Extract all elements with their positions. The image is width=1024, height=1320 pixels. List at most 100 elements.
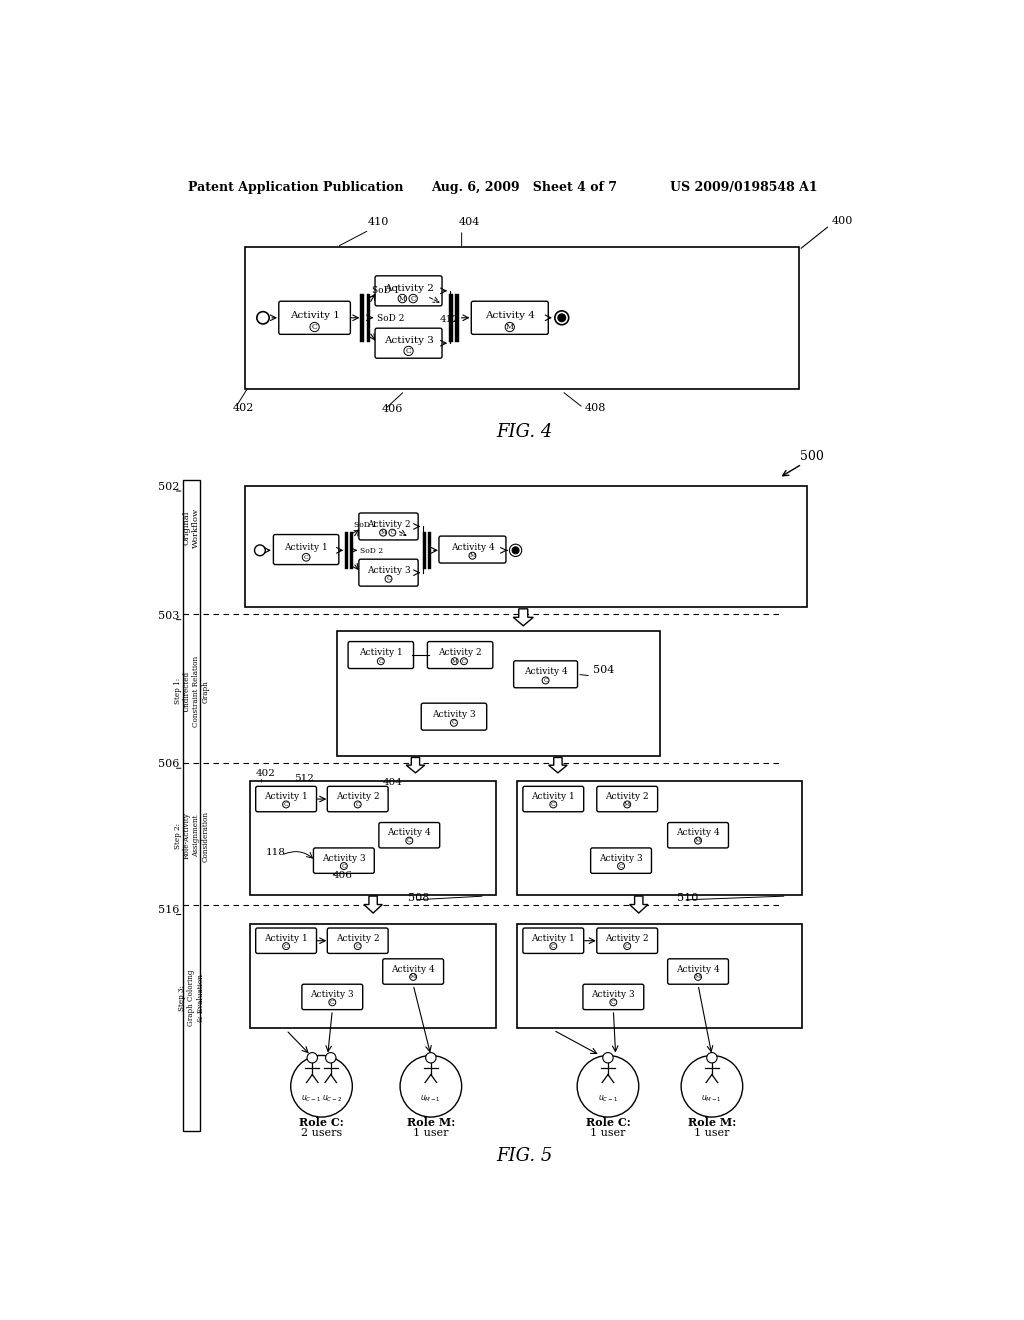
Text: C: C xyxy=(284,803,289,807)
Circle shape xyxy=(451,719,458,726)
FancyBboxPatch shape xyxy=(328,928,388,953)
Text: 406: 406 xyxy=(382,404,403,414)
Text: Activity 4: Activity 4 xyxy=(387,829,431,837)
Text: C: C xyxy=(304,554,308,560)
Circle shape xyxy=(509,544,521,557)
FancyBboxPatch shape xyxy=(375,276,442,306)
Text: Activity 4: Activity 4 xyxy=(676,965,720,974)
Bar xyxy=(449,294,453,342)
Circle shape xyxy=(302,553,310,561)
Text: C: C xyxy=(407,838,412,843)
Text: Activity 3: Activity 3 xyxy=(384,337,433,346)
Circle shape xyxy=(461,657,467,665)
Circle shape xyxy=(624,942,631,949)
Text: SoD 2: SoD 2 xyxy=(377,314,404,323)
Text: Activity 1: Activity 1 xyxy=(290,312,340,319)
Text: C: C xyxy=(462,659,466,664)
Bar xyxy=(345,532,348,569)
Bar xyxy=(367,294,371,342)
Text: Activity 2: Activity 2 xyxy=(336,935,380,942)
Polygon shape xyxy=(407,758,425,774)
Circle shape xyxy=(558,314,565,322)
Text: C: C xyxy=(411,294,416,302)
FancyBboxPatch shape xyxy=(427,642,493,668)
Text: M: M xyxy=(695,838,701,843)
Polygon shape xyxy=(364,896,382,913)
Text: $u_{C-1}$: $u_{C-1}$ xyxy=(598,1093,617,1104)
Bar xyxy=(360,294,365,342)
Text: Activity 2: Activity 2 xyxy=(384,284,433,293)
Circle shape xyxy=(694,837,701,843)
Text: Aug. 6, 2009   Sheet 4 of 7: Aug. 6, 2009 Sheet 4 of 7 xyxy=(431,181,616,194)
FancyBboxPatch shape xyxy=(383,958,443,985)
Circle shape xyxy=(400,1056,462,1117)
Text: C: C xyxy=(341,863,346,869)
Circle shape xyxy=(354,942,361,949)
FancyBboxPatch shape xyxy=(471,301,548,334)
Circle shape xyxy=(550,801,557,808)
Text: C: C xyxy=(551,803,556,807)
Polygon shape xyxy=(513,609,534,626)
Text: 2 users: 2 users xyxy=(301,1127,342,1138)
Text: Activity 3: Activity 3 xyxy=(322,854,366,863)
Text: 406: 406 xyxy=(333,871,352,879)
Text: 502: 502 xyxy=(158,482,179,491)
FancyBboxPatch shape xyxy=(302,985,362,1010)
Circle shape xyxy=(310,322,319,331)
Text: 1 user: 1 user xyxy=(590,1127,626,1138)
Text: Activity 2: Activity 2 xyxy=(605,935,649,942)
Text: 400: 400 xyxy=(833,216,853,226)
Circle shape xyxy=(707,1052,717,1063)
Circle shape xyxy=(409,294,418,302)
Text: Step 2:
Role-Activity
Assignment
Consideration: Step 2: Role-Activity Assignment Conside… xyxy=(174,810,209,862)
Bar xyxy=(245,247,799,389)
Circle shape xyxy=(380,529,387,536)
Text: SoD 1: SoD 1 xyxy=(354,521,377,529)
Text: C: C xyxy=(390,531,394,535)
Text: M: M xyxy=(695,974,701,979)
Bar xyxy=(517,924,802,1028)
Text: 508: 508 xyxy=(408,892,429,903)
Text: C: C xyxy=(452,721,457,725)
Text: 516: 516 xyxy=(158,906,179,915)
Text: Activity 1: Activity 1 xyxy=(264,935,308,942)
Circle shape xyxy=(603,1052,613,1063)
Circle shape xyxy=(255,545,265,556)
Circle shape xyxy=(681,1056,742,1117)
Text: Original
Workflow: Original Workflow xyxy=(183,508,200,548)
FancyBboxPatch shape xyxy=(358,513,418,540)
Bar xyxy=(455,294,459,342)
Text: $u_{C-2}$: $u_{C-2}$ xyxy=(323,1093,342,1104)
Circle shape xyxy=(378,657,384,665)
Text: C: C xyxy=(330,999,335,1005)
Text: C: C xyxy=(551,944,556,949)
Text: 504: 504 xyxy=(593,665,614,675)
FancyBboxPatch shape xyxy=(256,787,316,812)
FancyBboxPatch shape xyxy=(421,704,486,730)
FancyBboxPatch shape xyxy=(597,787,657,812)
Polygon shape xyxy=(549,758,567,774)
Circle shape xyxy=(354,801,361,808)
Circle shape xyxy=(389,529,396,536)
Text: 1 user: 1 user xyxy=(694,1127,730,1138)
FancyBboxPatch shape xyxy=(597,928,657,953)
Text: Role C:: Role C: xyxy=(586,1117,631,1129)
Text: Activity 2: Activity 2 xyxy=(336,792,380,801)
Text: C: C xyxy=(379,659,383,664)
FancyBboxPatch shape xyxy=(256,928,316,953)
Text: $u_{M-1}$: $u_{M-1}$ xyxy=(701,1093,722,1104)
Text: Activity 3: Activity 3 xyxy=(432,710,476,719)
FancyBboxPatch shape xyxy=(313,847,374,874)
Text: Step 1:
Undirected
Constraint Relation
Graph: Step 1: Undirected Constraint Relation G… xyxy=(174,656,209,727)
Text: Activity 4: Activity 4 xyxy=(391,965,435,974)
Circle shape xyxy=(512,546,519,554)
Text: Role M:: Role M: xyxy=(407,1117,455,1129)
Circle shape xyxy=(307,1052,317,1063)
Text: Activity 2: Activity 2 xyxy=(367,520,411,528)
FancyBboxPatch shape xyxy=(348,642,414,668)
Text: 503: 503 xyxy=(158,611,179,620)
Text: SoD 2: SoD 2 xyxy=(360,546,383,554)
Text: 506: 506 xyxy=(158,759,179,770)
FancyBboxPatch shape xyxy=(668,958,728,985)
Circle shape xyxy=(406,837,413,843)
